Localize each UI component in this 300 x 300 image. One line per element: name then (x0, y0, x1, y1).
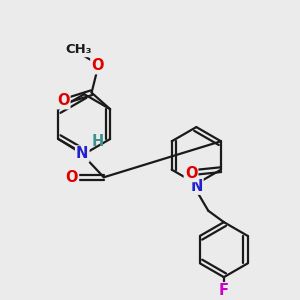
Text: CH₃: CH₃ (65, 43, 92, 56)
Text: O: O (65, 170, 78, 185)
Text: N: N (190, 179, 202, 194)
Text: H: H (91, 134, 104, 148)
Text: N: N (76, 146, 88, 161)
Text: F: F (219, 283, 229, 298)
Text: O: O (185, 166, 197, 181)
Text: O: O (57, 93, 69, 108)
Text: O: O (91, 58, 104, 73)
